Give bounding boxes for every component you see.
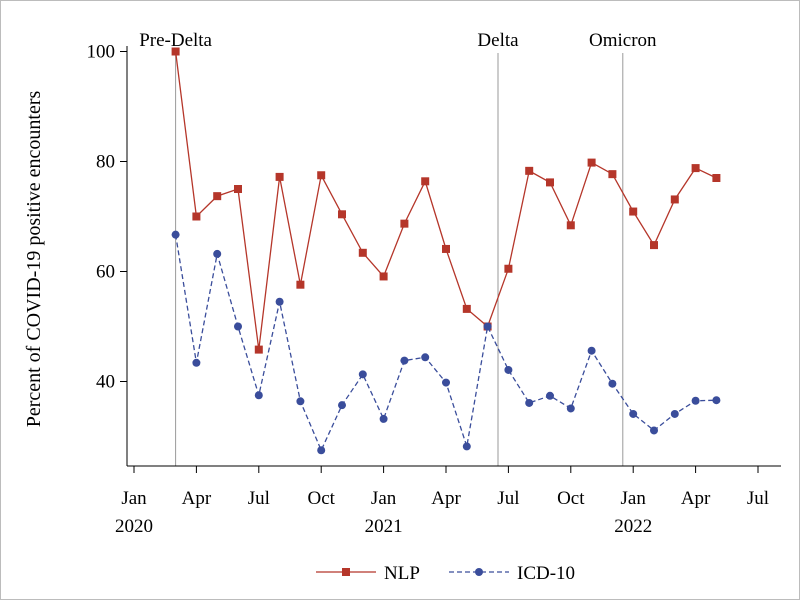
x-tick-label-jul-6: Jul [497,488,519,509]
x-tick-label-jul-10: Jul [747,488,769,509]
x-tick-label-jan-8: Jan [621,488,647,509]
y-tick-label-80: 80 [96,152,115,173]
data-point-icd-10-11 [400,356,409,365]
x-year-label-2020: 2020 [115,516,153,537]
data-point-icd-10-23 [650,426,658,435]
y-tick-label-40: 40 [96,372,115,393]
data-point-icd-10-4 [254,391,263,400]
data-point-icd-10-17 [525,398,534,407]
x-tick-label-jul-2: Jul [248,488,270,509]
data-point-nlp-2 [213,192,222,201]
data-point-nlp-14 [462,304,471,313]
data-point-nlp-20 [587,158,596,167]
data-point-nlp-24 [670,195,679,204]
x-tick-label-apr-5: Apr [431,488,461,509]
data-point-icd-10-24 [670,409,679,418]
data-point-icd-10-9 [358,370,367,379]
data-point-nlp-26 [712,174,721,182]
period-label-pre-delta: Pre-Delta [139,30,212,51]
data-point-icd-10-18 [546,391,554,400]
data-point-nlp-11 [400,219,409,228]
x-tick-label-oct-3: Oct [307,488,335,509]
data-point-icd-10-26 [712,396,721,405]
data-point-icd-10-22 [629,409,638,418]
data-point-icd-10-12 [421,353,430,362]
series-line-nlp [174,51,717,350]
series-icd-10 [171,230,721,455]
x-year-label-2022: 2022 [614,516,652,537]
data-point-icd-10-2 [213,249,222,258]
data-point-nlp-23 [650,241,658,250]
y-tick-label-100: 100 [87,42,116,63]
data-point-icd-10-0 [171,230,180,239]
series-nlp [171,47,721,354]
data-point-icd-10-19 [566,404,575,413]
data-point-nlp-4 [254,345,263,354]
data-point-icd-10-3 [234,322,242,331]
data-point-icd-10-8 [338,401,346,410]
x-tick-label-apr-9: Apr [681,488,711,509]
data-point-icd-10-6 [296,397,305,406]
data-point-icd-10-25 [691,396,700,405]
data-point-icd-10-1 [192,358,201,367]
data-point-nlp-22 [629,207,638,216]
y-axis-label: Percent of COVID-19 positive encounters [23,90,45,427]
data-point-nlp-19 [566,221,575,230]
legend-marker-nlp [342,568,350,576]
x-ticks: Jan 2020 Apr Jul Oct Jan 2021 Apr Jul Oct Jan 2022 A… [115,466,769,537]
data-point-icd-10-7 [317,446,326,455]
data-point-icd-10-13 [442,378,450,387]
data-point-icd-10-14 [462,442,471,451]
data-point-nlp-13 [442,244,450,253]
data-point-nlp-18 [546,178,554,187]
axes [126,46,781,467]
data-point-nlp-9 [358,248,367,257]
data-point-nlp-21 [608,170,617,179]
data-point-icd-10-20 [587,346,596,355]
data-point-nlp-17 [525,166,534,175]
data-point-nlp-16 [504,264,513,273]
data-point-nlp-1 [192,212,201,221]
data-point-icd-10-16 [504,365,513,374]
data-point-nlp-6 [296,280,305,289]
data-point-icd-10-5 [275,297,284,306]
data-point-icd-10-15 [483,322,492,331]
data-point-nlp-12 [421,177,430,186]
legend-label-icd-10: ICD-10 [517,563,575,584]
data-point-nlp-0 [171,47,180,56]
data-point-nlp-3 [234,185,242,193]
period-lines: Pre-Delta Delta Omicron [139,30,657,466]
legend-marker-icd-10 [475,568,483,576]
y-tick-label-60: 60 [96,262,115,283]
x-tick-label-jan-4: Jan [371,488,397,509]
data-point-icd-10-10 [379,414,388,423]
x-tick-label-oct-7: Oct [557,488,585,509]
data-point-nlp-10 [379,272,388,281]
data-point-nlp-8 [338,210,346,219]
data-point-nlp-5 [275,172,284,181]
x-year-label-2021: 2021 [365,516,403,537]
period-label-omicron: Omicron [589,30,657,51]
series-line-icd-10 [174,234,717,452]
legend-label-nlp: NLP [384,563,420,584]
x-tick-label-jan-0: Jan [121,488,147,509]
data-point-icd-10-21 [608,379,617,388]
legend: NLP ICD-10 [316,563,575,584]
period-label-delta: Delta [477,30,519,51]
y-ticks: 40 60 80 100 [87,42,127,393]
series-layer [171,47,721,455]
data-point-nlp-25 [691,164,700,173]
x-tick-label-apr-1: Apr [182,488,212,509]
data-point-nlp-7 [317,171,326,180]
